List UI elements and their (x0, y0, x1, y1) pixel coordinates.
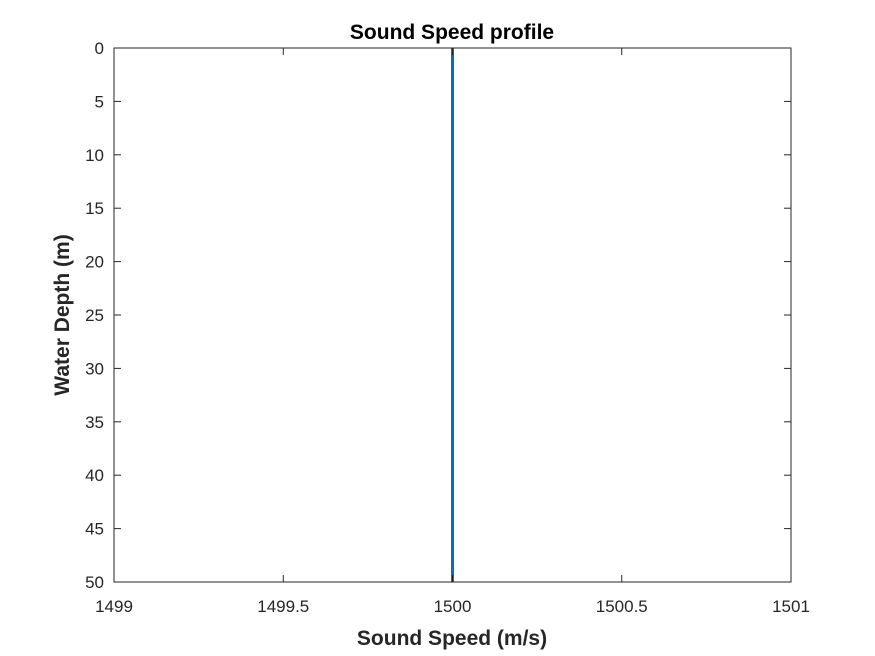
x-axis-label: Sound Speed (m/s) (357, 627, 547, 650)
x-tick-label: 1500.5 (596, 597, 648, 616)
x-tick-label: 1500 (434, 597, 472, 616)
y-tick-label: 15 (85, 199, 104, 218)
y-tick-label: 35 (85, 413, 104, 432)
x-axis-ticks: 1499 1499.5 1500 1500.5 1501 (95, 48, 810, 616)
y-tick-label: 10 (85, 146, 104, 165)
chart-title: Sound Speed profile (350, 21, 554, 44)
y-tick-label: 50 (85, 573, 104, 592)
y-tick-label: 30 (85, 359, 104, 378)
y-tick-label: 40 (85, 466, 104, 485)
y-tick-label: 45 (85, 520, 104, 539)
x-tick-label: 1501 (772, 597, 810, 616)
y-tick-label: 25 (85, 306, 104, 325)
x-tick-label: 1499.5 (257, 597, 309, 616)
y-tick-label: 20 (85, 253, 104, 272)
x-tick-label: 1499 (95, 597, 133, 616)
y-tick-label: 5 (95, 92, 104, 111)
y-tick-label: 0 (95, 39, 104, 58)
y-axis-ticks: 0 5 10 15 20 25 30 35 40 45 50 (85, 39, 791, 592)
y-axis-label: Water Depth (m) (51, 234, 74, 395)
